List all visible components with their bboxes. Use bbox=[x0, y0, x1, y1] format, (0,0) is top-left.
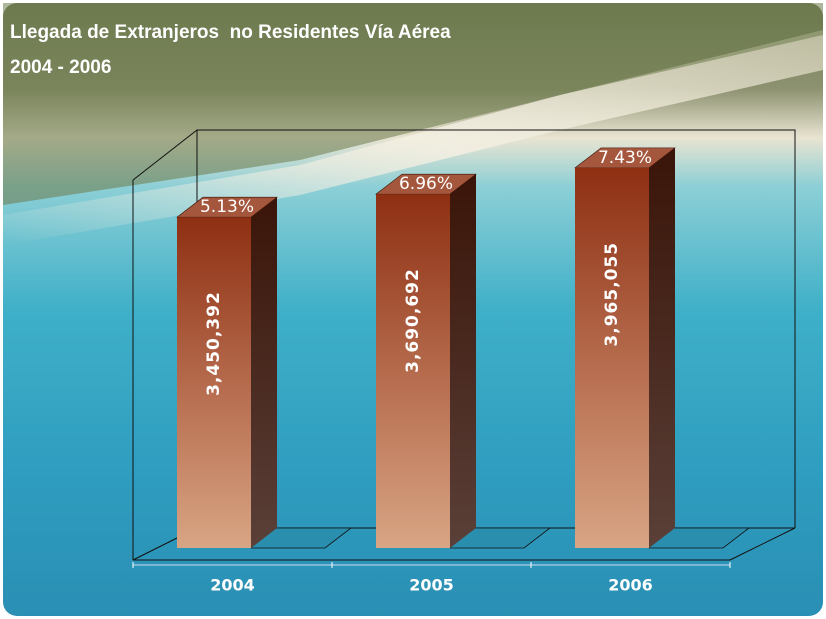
value-label: 3,450,392 bbox=[204, 291, 224, 396]
bar-side bbox=[450, 174, 476, 548]
growth-label: 7.43% bbox=[598, 148, 652, 168]
chart-subtitle: 2004 - 2006 bbox=[10, 57, 111, 78]
frame-back bbox=[132, 129, 796, 528]
value-label: 3,965,055 bbox=[602, 242, 622, 347]
x-tick-label: 2004 bbox=[210, 576, 255, 595]
chart-title: Llegada de Extranjeros no Residentes Vía… bbox=[10, 22, 451, 43]
bar bbox=[376, 194, 450, 548]
growth-label: 6.96% bbox=[399, 174, 453, 194]
vegetation bbox=[3, 3, 823, 205]
bar-side bbox=[251, 197, 277, 548]
floor-right bbox=[729, 527, 796, 561]
beach bbox=[3, 30, 823, 245]
bar bbox=[575, 167, 649, 548]
bar-side bbox=[649, 147, 675, 548]
x-tick-label: 2005 bbox=[409, 576, 454, 595]
bar bbox=[177, 217, 251, 548]
value-label: 3,690,692 bbox=[403, 268, 423, 373]
x-tick-label: 2006 bbox=[608, 576, 653, 595]
growth-label: 5.13% bbox=[200, 197, 254, 217]
